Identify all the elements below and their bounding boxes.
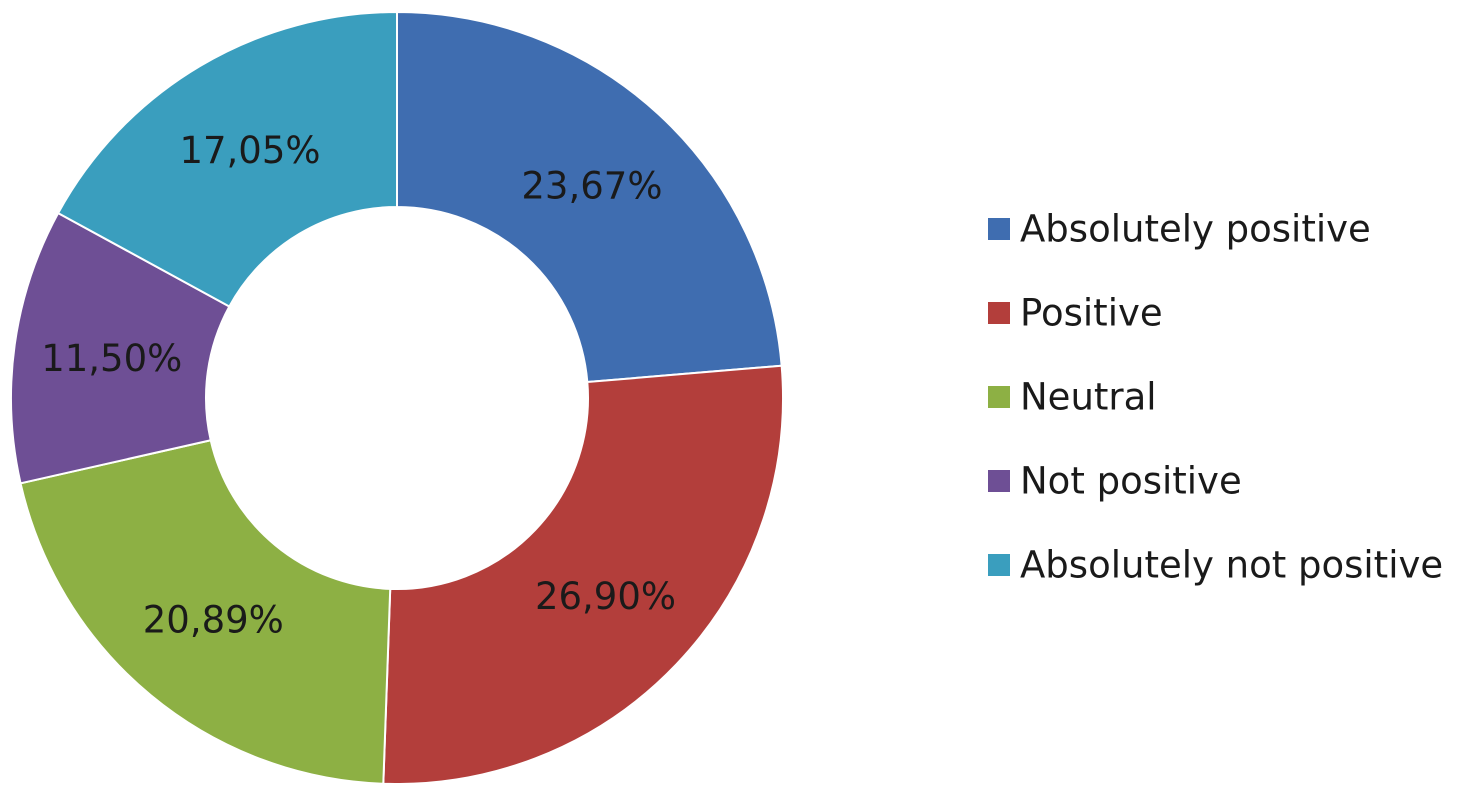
slice-labels: 23,67% 26,90% 20,89% 11,50% 17,05% (41, 129, 676, 641)
slice-neutral (19, 439, 392, 785)
legend-swatch-positive (988, 302, 1010, 324)
legend-item-absolutely-not-positive: Absolutely not positive (988, 544, 1443, 587)
data-label-not-positive: 11,50% (41, 337, 182, 380)
data-label-absolutely-positive: 23,67% (521, 165, 662, 208)
slice-positive (382, 364, 784, 785)
legend-item-neutral: Neutral (988, 376, 1157, 419)
legend-label-absolutely-not-positive: Absolutely not positive (1020, 544, 1443, 587)
slice-not-positive (10, 211, 231, 485)
legend-label-absolutely-positive: Absolutely positive (1020, 208, 1371, 251)
data-label-positive: 26,90% (535, 575, 676, 618)
donut-slices (10, 10, 784, 785)
legend-item-positive: Positive (988, 292, 1163, 335)
legend: Absolutely positive Positive Neutral Not po… (988, 208, 1443, 587)
legend-item-absolutely-positive: Absolutely positive (988, 208, 1371, 251)
data-label-absolutely-not-positive: 17,05% (179, 129, 320, 172)
data-label-neutral: 20,89% (143, 598, 284, 641)
legend-label-positive: Positive (1020, 292, 1163, 335)
legend-swatch-absolutely-positive (988, 218, 1010, 240)
legend-item-not-positive: Not positive (988, 460, 1242, 503)
legend-swatch-not-positive (988, 470, 1010, 492)
slice-absolutely-positive (396, 10, 783, 384)
legend-label-neutral: Neutral (1020, 376, 1157, 419)
legend-swatch-neutral (988, 386, 1010, 408)
slice-absolutely-not-positive (56, 10, 398, 308)
legend-swatch-absolutely-not-positive (988, 554, 1010, 576)
legend-label-not-positive: Not positive (1020, 460, 1242, 503)
